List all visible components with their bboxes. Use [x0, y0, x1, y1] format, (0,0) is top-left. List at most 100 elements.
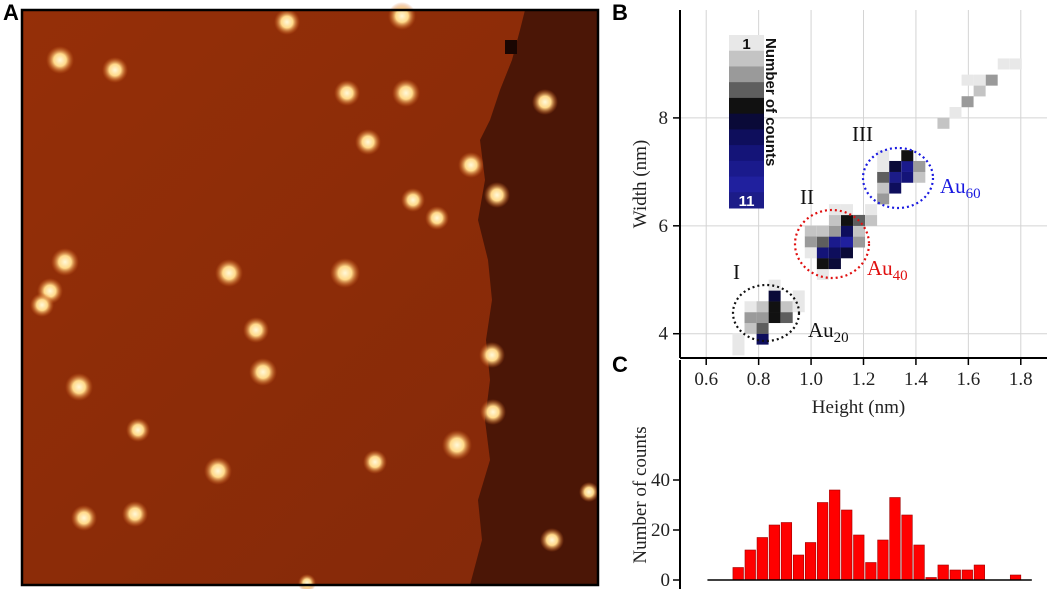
- annotation-subscript: 20: [834, 330, 849, 346]
- heatmap-cell: [804, 225, 817, 237]
- bar: [756, 537, 768, 581]
- heatmap-cell: [732, 344, 745, 356]
- x-tick-label: 1.0: [799, 369, 823, 390]
- y-tick-label: 6: [659, 216, 669, 237]
- colorbar-tick-label: 11: [739, 193, 755, 210]
- heatmap-cell: [937, 117, 950, 129]
- heatmap-cell: [804, 247, 817, 259]
- heatmap-cell: [853, 236, 866, 248]
- heatmap-cell: [840, 247, 853, 259]
- heatmap-cell: [913, 171, 926, 183]
- colorbar-band: [729, 129, 764, 146]
- heatmap-cell: [961, 74, 974, 86]
- annotation-text: I: [733, 260, 740, 284]
- heatmap-cell: [768, 279, 781, 291]
- heatmap-cell: [853, 225, 866, 237]
- heatmap-cell: [901, 160, 914, 172]
- annotation: II: [800, 185, 814, 209]
- heatmap-cell: [997, 58, 1010, 70]
- heatmap-cell: [877, 150, 890, 162]
- x-tick-label: 1.8: [1009, 369, 1033, 390]
- heatmap-cell: [840, 204, 853, 216]
- bar: [877, 539, 889, 581]
- heatmap-cell: [744, 312, 757, 324]
- bar: [817, 502, 829, 581]
- bar: [961, 569, 973, 581]
- heatmap-cell: [816, 236, 829, 248]
- x-tick-label: 1.4: [904, 369, 928, 390]
- bar: [865, 562, 877, 581]
- bar: [744, 549, 756, 581]
- x-tick-label: 0.8: [747, 369, 771, 390]
- heatmap-cell: [744, 301, 757, 313]
- x-tick-label: 1.2: [852, 369, 876, 390]
- heatmap-cell: [1009, 58, 1022, 70]
- heatmap-cell: [816, 268, 829, 280]
- heatmap-cell: [828, 236, 841, 248]
- heatmap-cell: [889, 171, 902, 183]
- bar: [853, 534, 865, 581]
- bar: [804, 542, 817, 581]
- annotation: Au40: [867, 256, 908, 284]
- annotation-text: III: [852, 122, 873, 146]
- cluster-outlines: [731, 146, 935, 343]
- heatmap-cell: [889, 182, 902, 194]
- afm-image: [20, 2, 600, 589]
- annotation: I: [733, 260, 740, 284]
- heatmap-cell: [889, 160, 902, 172]
- bar: [768, 524, 780, 581]
- heatmap-cell: [768, 301, 781, 313]
- heatmap-cell: [973, 85, 986, 97]
- x-axis-label: Height (nm): [812, 397, 905, 418]
- colorbar-band: [729, 97, 764, 115]
- colorbar-band: [729, 113, 764, 130]
- bar: [937, 564, 949, 581]
- heatmap-cell: [961, 96, 974, 108]
- bar: [829, 489, 841, 581]
- annotation: III: [852, 122, 873, 146]
- heatmap-cell: [756, 333, 769, 345]
- annotation-subscript: 60: [966, 186, 981, 202]
- colorbar-band: [729, 192, 764, 209]
- y-axis-label: Number of counts: [630, 426, 651, 563]
- heatmap-cell: [828, 225, 841, 237]
- heatmap-cell: [865, 204, 878, 216]
- bar: [901, 514, 913, 581]
- heatmap-cell: [985, 74, 998, 86]
- heatmap-cell: [756, 312, 769, 324]
- heatmap-cell: [756, 301, 769, 313]
- image-frame: [20, 8, 600, 587]
- heatmap-cell: [768, 312, 781, 324]
- bar: [792, 554, 805, 581]
- colorbar-band: [729, 50, 764, 67]
- heatmap-cell: [877, 182, 890, 194]
- y-tick-label: 8: [659, 108, 669, 129]
- heatmap-cell: [840, 236, 853, 248]
- particles: [30, 2, 599, 589]
- colorbar-band: [729, 35, 764, 52]
- panel-label: C: [612, 352, 628, 377]
- heatmap-cell: [877, 193, 890, 205]
- heatmap-cell: [840, 225, 853, 237]
- y-tick-label: 20: [651, 520, 670, 541]
- heatmap-cell: [804, 236, 817, 248]
- heatmap-cell: [973, 74, 986, 86]
- y-tick-label: 0: [661, 570, 671, 589]
- heatmap-cell: [780, 301, 793, 313]
- heatmap-cell: [768, 290, 781, 302]
- annotation: Au20: [808, 318, 849, 346]
- colorbar-band: [729, 66, 764, 83]
- heatmap-cell: [792, 290, 805, 302]
- colorbar-tick-label: 1: [742, 36, 750, 53]
- heatmap-cell: [828, 247, 841, 259]
- colorbar-band: [729, 145, 764, 162]
- heatmap-cell: [901, 150, 914, 162]
- heatmap-cell: [865, 214, 878, 226]
- colorbar-band: [729, 176, 764, 193]
- step: [470, 10, 598, 585]
- heatmap-cell: [780, 312, 793, 324]
- panel-label: B: [612, 0, 628, 25]
- heatmap-cell: [816, 258, 829, 270]
- bar: [949, 569, 961, 581]
